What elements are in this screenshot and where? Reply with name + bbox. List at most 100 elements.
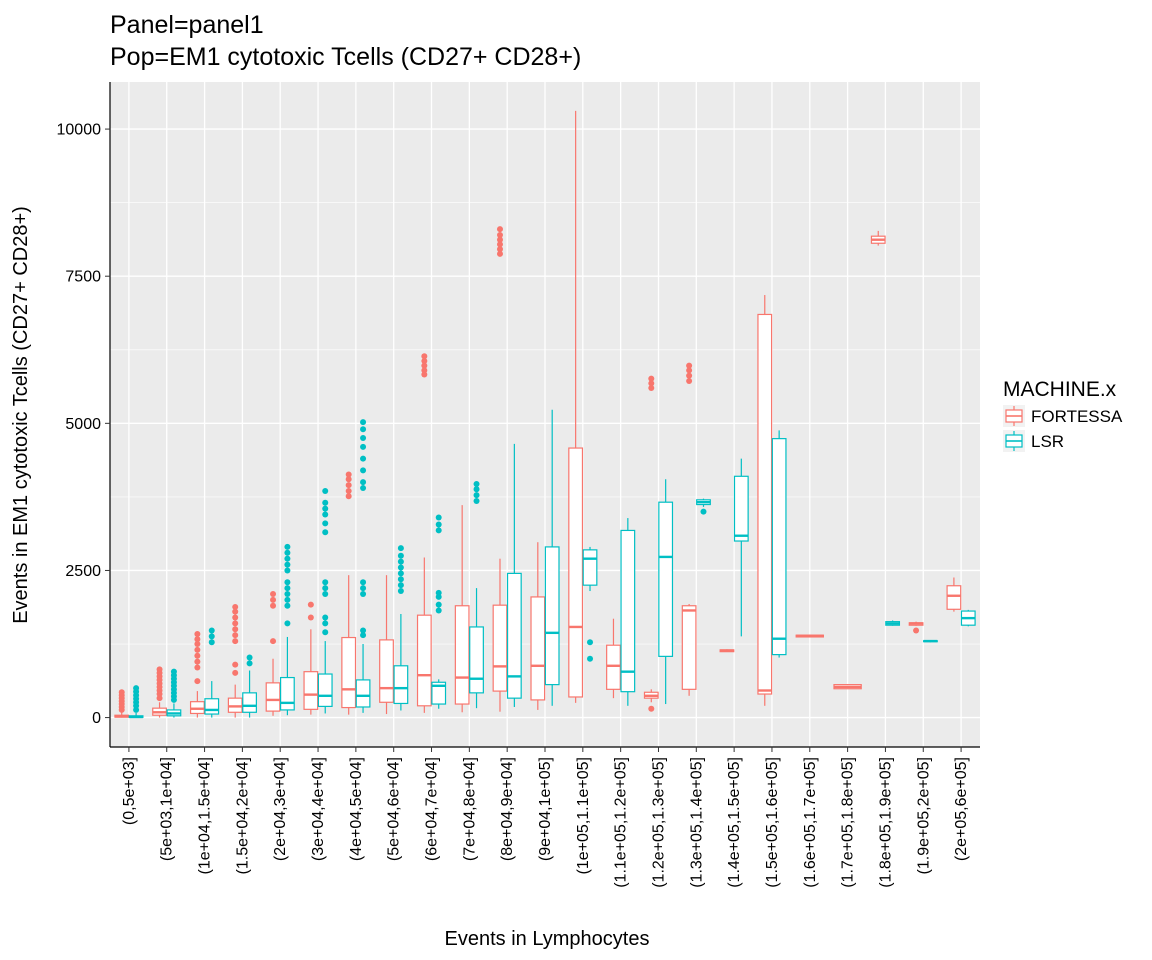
outlier-point (284, 596, 291, 603)
x-tick-label: (1.4e+05,1.5e+05] (726, 757, 743, 888)
box (265, 682, 281, 712)
outlier-point (232, 614, 239, 621)
box (469, 626, 484, 694)
outlier-point (194, 664, 201, 671)
outlier-point (232, 669, 239, 676)
axes: 0 2500 5000 7500 10000 (0,5e+03] (5e+03,1e+04]… (57, 82, 980, 888)
outlier-point (156, 666, 163, 673)
outlier-point (322, 520, 329, 527)
box (544, 546, 560, 686)
outlier-point (322, 488, 329, 495)
outlier-point (246, 654, 253, 661)
y-tick-label: 7500 (65, 269, 101, 286)
outlier-point (496, 250, 503, 257)
outlier-point (270, 602, 277, 609)
outlier-point (648, 375, 655, 382)
outlier-point (284, 561, 291, 568)
box (946, 585, 962, 610)
box (606, 644, 621, 690)
outlier-point (421, 357, 428, 364)
y-tick-label: 0 (92, 710, 101, 727)
outlier-point (360, 467, 367, 474)
series-fortessa (114, 110, 962, 718)
outlier-point (322, 579, 329, 586)
x-tick-label: (3e+04,4e+04] (310, 757, 327, 861)
box (733, 475, 749, 542)
outlier-point (587, 655, 594, 662)
outlier-point (322, 590, 329, 597)
y-tick-label: 5000 (65, 416, 101, 433)
x-tick-label: (2e+04,3e+04] (272, 757, 289, 861)
outlier-point (208, 639, 215, 646)
outlier-point (232, 661, 239, 668)
box (620, 529, 636, 693)
outlier-point (194, 658, 201, 665)
x-tick-label: (1.2e+05,1.3e+05] (650, 757, 667, 888)
outlier-point (397, 564, 404, 571)
outlier-point (194, 641, 201, 648)
outlier-point (686, 367, 693, 374)
outlier-point (360, 419, 367, 426)
outlier-point (397, 552, 404, 559)
outlier-point (700, 508, 707, 515)
outlier-point (284, 620, 291, 627)
outlier-point (421, 371, 428, 378)
outlier-point (473, 480, 480, 487)
y-axis-label: Events in EM1 cytotoxic Tcells (CD27+ CD… (10, 206, 32, 624)
outlier-point (246, 660, 253, 667)
outlier-point (322, 511, 329, 518)
outlier-point (686, 372, 693, 379)
outlier-point (686, 377, 693, 384)
box (379, 639, 394, 703)
x-tick-label: (2e+05,6e+05] (953, 757, 970, 861)
x-tick-label: (5e+03,1e+04] (159, 757, 176, 861)
outlier-point (496, 232, 503, 239)
outlier-point (648, 380, 655, 387)
x-tick-label: (1.6e+05,1.7e+05] (802, 757, 819, 888)
outlier-point (435, 607, 442, 614)
outlier-point (284, 579, 291, 586)
outlier-point (421, 362, 428, 369)
outlier-point (322, 620, 329, 627)
box (568, 447, 584, 698)
legend-title: MACHINE.x (1003, 378, 1117, 401)
x-tick-label: (8e+04,9e+04] (499, 757, 516, 861)
box (303, 671, 319, 710)
x-tick-label: (0,5e+03] (121, 757, 138, 825)
outlier-point (194, 646, 201, 653)
outlier-point (360, 485, 367, 492)
outlier-point (587, 639, 594, 646)
outlier-point (435, 589, 442, 596)
outlier-point (473, 486, 480, 493)
outlier-point (284, 585, 291, 592)
box (242, 692, 257, 713)
outlier-point (397, 582, 404, 589)
x-tick-label: (7e+04,8e+04] (461, 757, 478, 861)
outlier-point (496, 236, 503, 243)
outlier-point (360, 579, 367, 586)
outlier-point (435, 514, 442, 521)
outlier-point (270, 596, 277, 603)
outlier-point (397, 570, 404, 577)
x-tick-label: (1.3e+05,1.4e+05] (688, 757, 705, 888)
outlier-point (194, 678, 201, 685)
box (771, 438, 787, 656)
outlier-point (496, 241, 503, 248)
x-tick-label: (1.9e+05,2e+05] (915, 757, 932, 874)
outlier-point (686, 362, 693, 369)
outlier-point (322, 505, 329, 512)
outlier-point (435, 593, 442, 600)
box (204, 698, 220, 715)
box (530, 596, 546, 701)
outlier-point (360, 435, 367, 442)
outlier-point (397, 545, 404, 552)
outlier-point (208, 627, 215, 634)
outlier-point (118, 689, 125, 696)
box (279, 676, 295, 711)
x-axis-label: Events in Lymphocytes (445, 928, 650, 950)
outlier-point (435, 527, 442, 534)
box (658, 501, 674, 657)
outlier-point (322, 529, 329, 536)
outlier-point (284, 549, 291, 556)
